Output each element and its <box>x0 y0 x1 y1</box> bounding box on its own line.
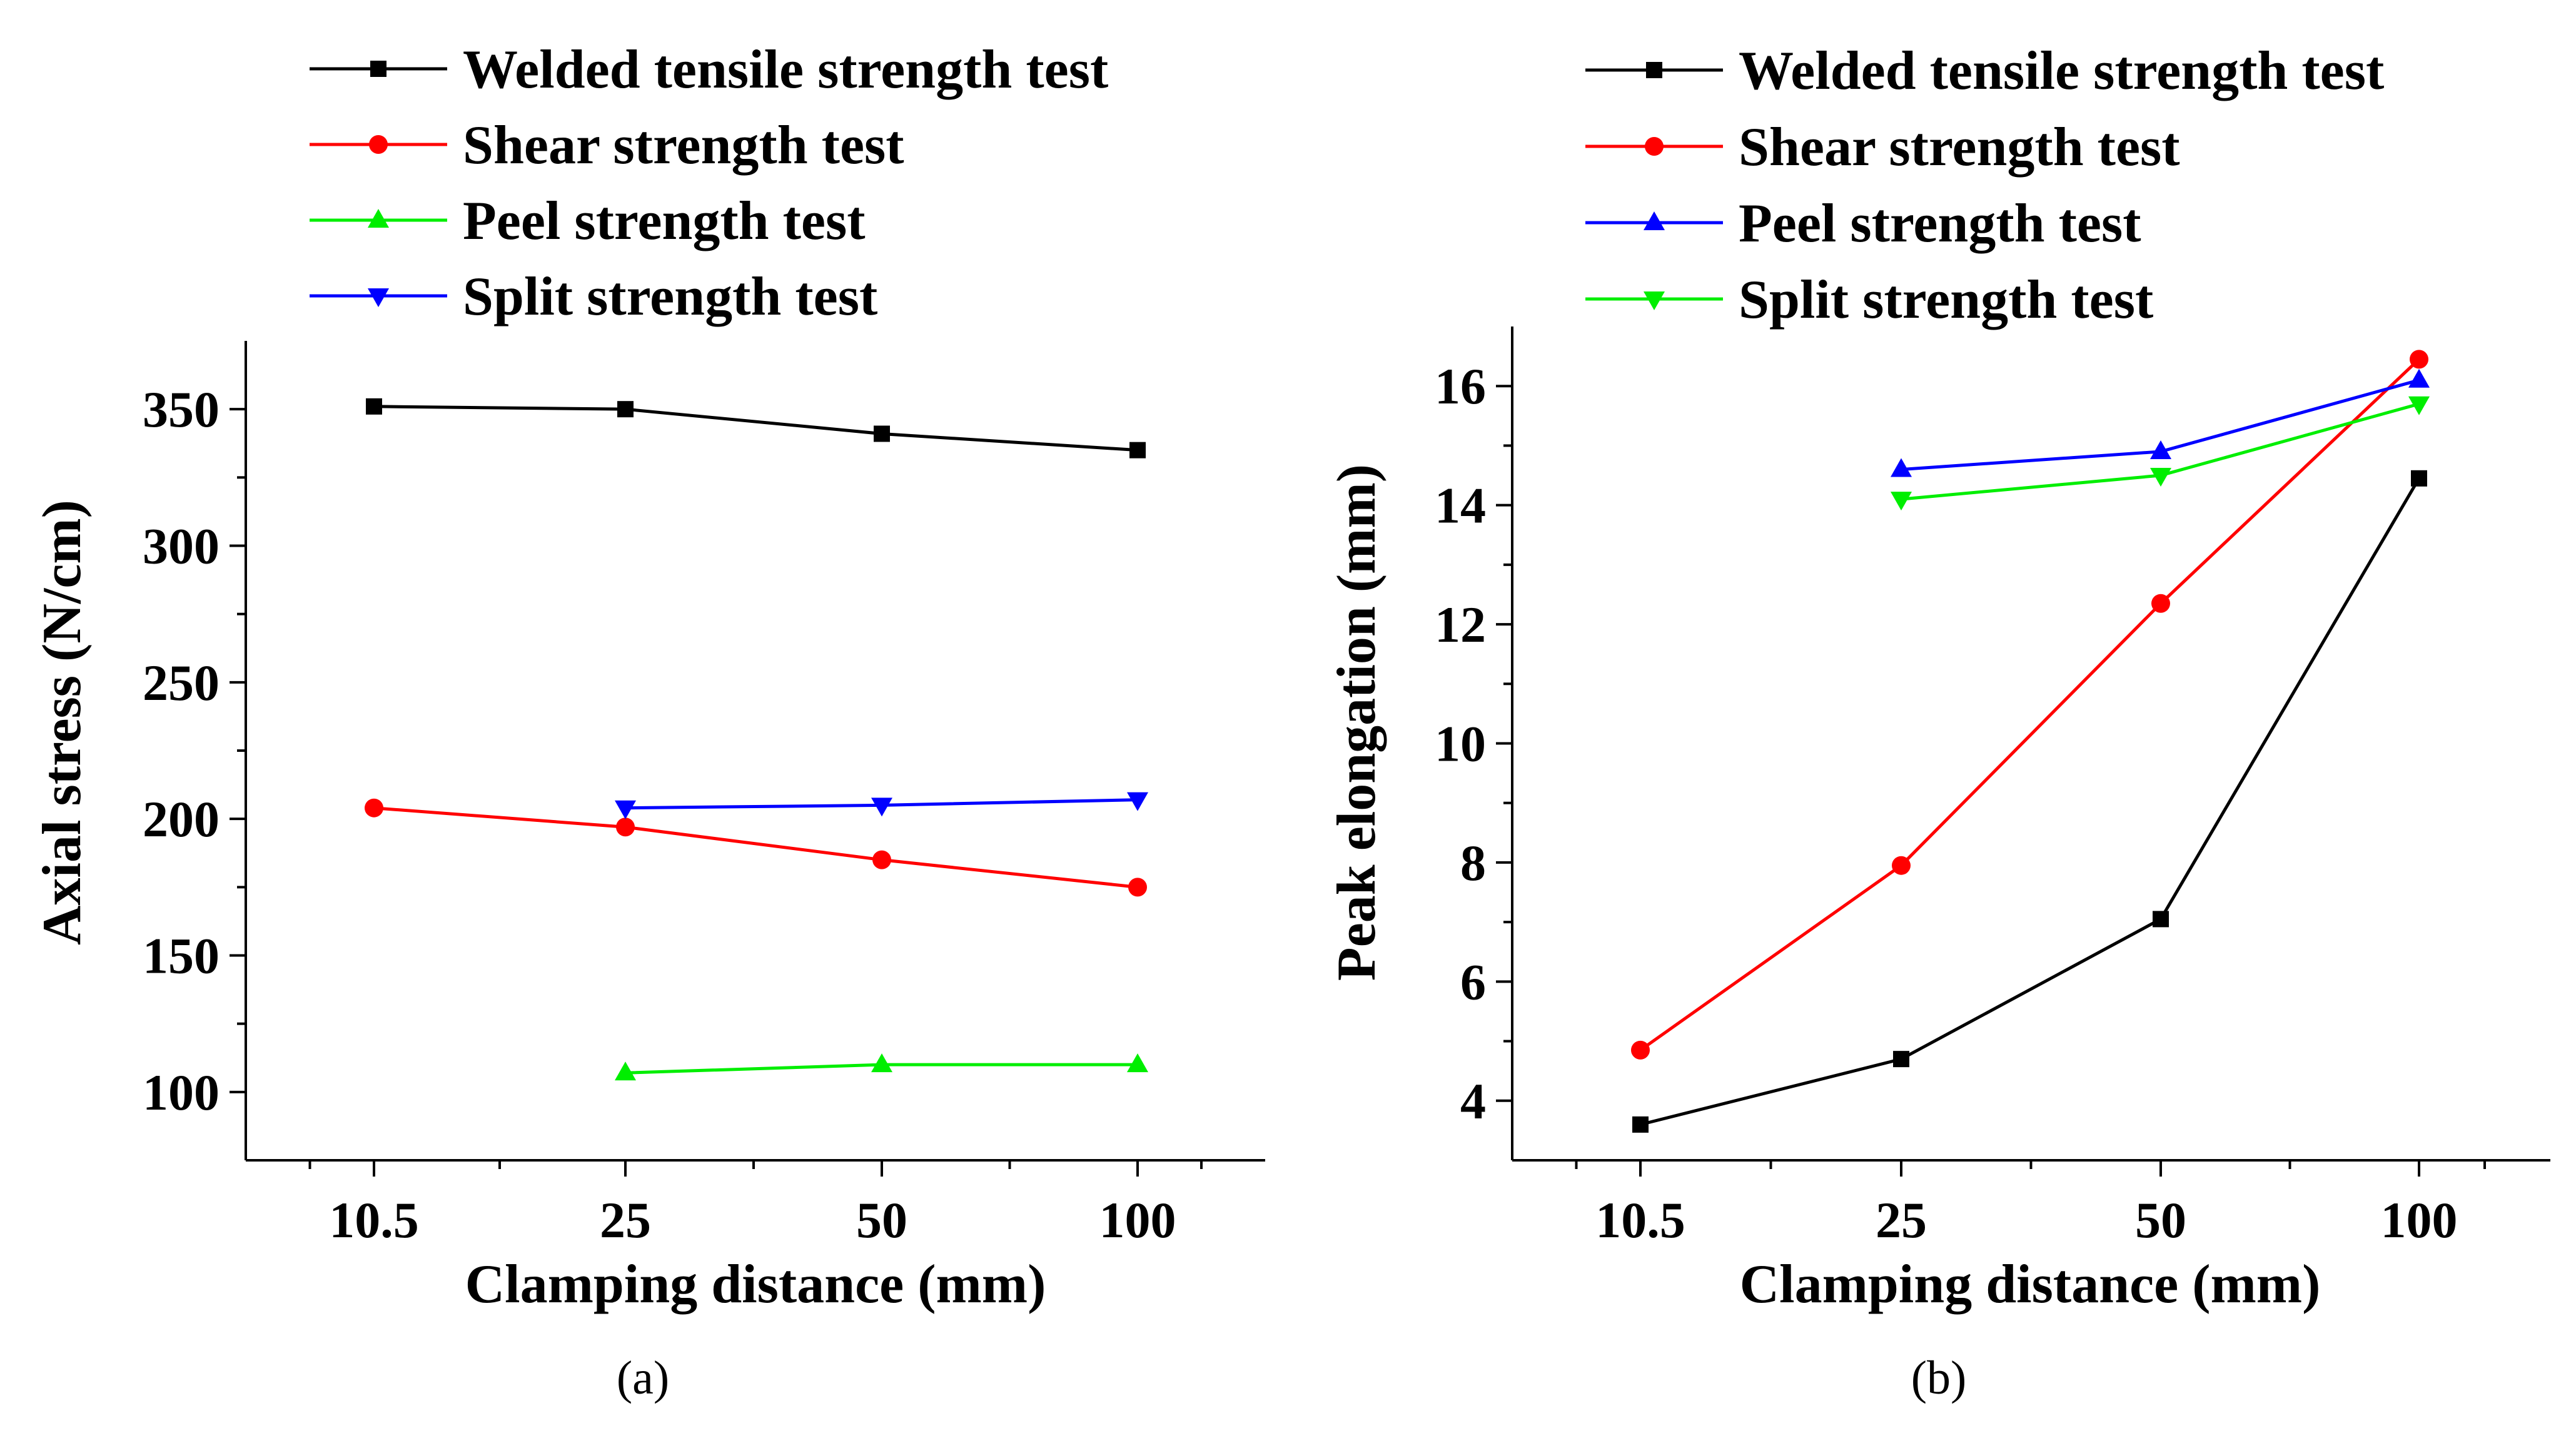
y-tick-label: 12 <box>1435 596 1486 653</box>
data-point <box>615 1061 636 1081</box>
y-tick-label: 4 <box>1460 1073 1486 1130</box>
data-point <box>615 800 636 819</box>
legend-label: Peel strength test <box>463 191 866 251</box>
data-point <box>2410 350 2428 369</box>
x-tick-label: 10.5 <box>329 1192 419 1248</box>
y-axis-title: Peak elongation (mm) <box>1326 464 1387 981</box>
y-tick-label: 250 <box>143 654 220 711</box>
data-point <box>1127 1053 1148 1073</box>
legend-marker <box>1646 62 1662 78</box>
legend-entry: Welded tensile strength test <box>310 39 1108 100</box>
series-1 <box>1631 350 2428 1060</box>
series-3 <box>615 792 1148 819</box>
legend-marker <box>370 61 386 77</box>
legend-marker <box>1644 291 1665 310</box>
data-point <box>871 1053 892 1073</box>
y-tick-label: 300 <box>143 518 220 575</box>
series-line <box>373 806 1138 889</box>
y-tick-label: 8 <box>1460 834 1486 891</box>
data-point <box>2151 594 2170 613</box>
data-point <box>874 425 890 442</box>
panel-b: 4 6 8 10 12 14 16 10.5 25 50 100 Clamping distance … <box>1326 41 2550 1404</box>
series-3 <box>1891 396 2430 511</box>
y-tick-label: 16 <box>1435 358 1486 415</box>
legend-label: Peel strength test <box>1739 193 2141 254</box>
series-line <box>1639 358 2420 1051</box>
legend-marker <box>368 288 389 307</box>
legend-label: Split strength test <box>463 266 877 327</box>
x-tick-label: 100 <box>1099 1192 1176 1248</box>
axes: 100 150 200 250 300 350 10.5 25 50 100 <box>143 341 1265 1248</box>
legend-entry: Shear strength test <box>310 115 904 176</box>
series-0 <box>366 398 1146 458</box>
data-point <box>1632 1116 1649 1133</box>
x-axis-title: Clamping distance (mm) <box>465 1254 1046 1315</box>
y-axis-title: Axial stress (N/cm) <box>32 500 93 945</box>
x-tick-label: 10.5 <box>1595 1192 1685 1248</box>
legend-entry: Peel strength test <box>1585 193 2141 254</box>
y-tick-label: 14 <box>1435 477 1486 534</box>
series-0 <box>1632 470 2427 1133</box>
data-point <box>1129 442 1146 458</box>
data-point <box>2408 368 2430 388</box>
data-point <box>1891 492 1912 511</box>
series-1 <box>365 798 1147 897</box>
data-point <box>2153 911 2169 928</box>
legend-label: Welded tensile strength test <box>1739 41 2384 101</box>
y-tick-label: 100 <box>143 1064 220 1121</box>
legend-label: Split strength test <box>1739 270 2153 330</box>
data-point <box>1631 1040 1650 1060</box>
data-point <box>2150 440 2171 459</box>
data-point <box>617 401 634 418</box>
legend-marker <box>369 135 388 154</box>
data-point <box>616 818 635 837</box>
data-point <box>2150 468 2171 487</box>
panel-caption: (b) <box>1911 1352 1967 1404</box>
series-2 <box>1891 368 2430 477</box>
data-point <box>872 850 891 869</box>
y-tick-label: 350 <box>143 381 220 438</box>
data-point <box>2411 470 2427 487</box>
legend-entry: Shear strength test <box>1585 117 2180 178</box>
legend-label: Shear strength test <box>1739 117 2180 178</box>
series-line <box>1640 477 2421 1127</box>
x-axis-title: Clamping distance (mm) <box>1740 1254 2321 1315</box>
data-point <box>1127 792 1148 811</box>
legend-entry: Split strength test <box>1585 270 2153 330</box>
legend-entry: Welded tensile strength test <box>1585 41 2384 101</box>
data-point <box>1892 856 1911 875</box>
data-point <box>871 798 892 817</box>
panel-caption: (a) <box>617 1352 669 1404</box>
legend-entry: Split strength test <box>310 266 877 327</box>
data-point <box>2408 396 2430 415</box>
x-tick-label: 100 <box>2381 1192 2458 1248</box>
y-tick-label: 6 <box>1460 953 1486 1010</box>
y-tick-label: 200 <box>143 791 220 848</box>
legend-label: Welded tensile strength test <box>463 39 1108 100</box>
legend-entry: Peel strength test <box>310 191 866 251</box>
legend-marker <box>368 209 389 228</box>
x-tick-label: 50 <box>2135 1192 2186 1248</box>
panel-a: 100 150 200 250 300 350 10.5 25 50 100 Clamping di… <box>32 39 1265 1404</box>
data-point <box>1128 878 1147 897</box>
y-tick-label: 150 <box>143 928 220 985</box>
x-tick-label: 25 <box>600 1192 651 1248</box>
legend-marker <box>1645 137 1664 156</box>
legend-marker <box>1644 211 1665 230</box>
axes: 4 6 8 10 12 14 16 10.5 25 50 100 <box>1435 327 2550 1248</box>
legend-label: Shear strength test <box>463 115 904 176</box>
series-2 <box>615 1053 1148 1081</box>
series-line <box>373 405 1138 452</box>
data-point <box>365 798 383 818</box>
y-tick-label: 10 <box>1435 716 1486 772</box>
data-point <box>366 398 382 415</box>
data-point <box>1893 1051 1909 1068</box>
data-point <box>1891 458 1912 477</box>
x-tick-label: 50 <box>856 1192 907 1248</box>
x-tick-label: 25 <box>1876 1192 1927 1248</box>
